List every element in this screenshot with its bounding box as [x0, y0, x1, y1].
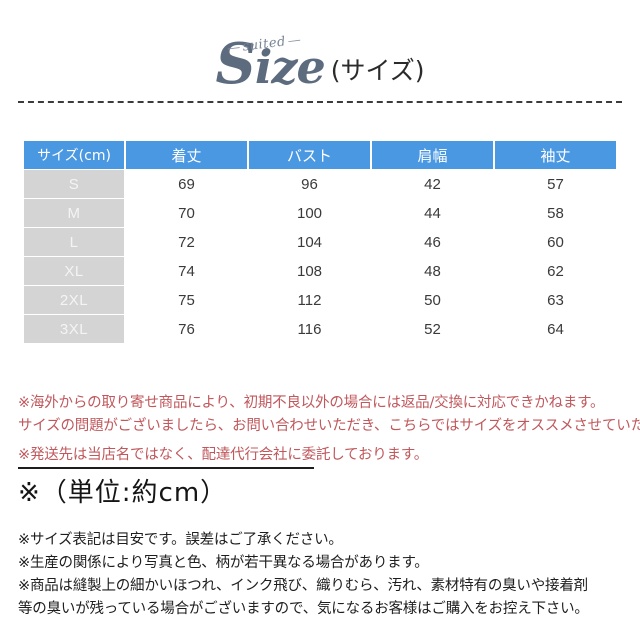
cell-length: 74 [126, 257, 247, 285]
page-title: —suited— Size (サイズ) [0, 0, 640, 92]
table-row: M 70 100 44 58 [24, 199, 616, 227]
cell-sleeve: 62 [495, 257, 616, 285]
column-header-size: サイズ(cm) [24, 141, 124, 169]
disclaimer-line-measurement: ※サイズ表記は目安です。誤差はご了承ください。 [18, 532, 343, 548]
cell-shoulder: 50 [372, 286, 493, 314]
table-row: 2XL 75 112 50 63 [24, 286, 616, 314]
cell-bust: 108 [249, 257, 370, 285]
title-size-rest: ize [254, 40, 326, 94]
size-chart-table: サイズ(cm) 着丈 バスト 肩幅 袖丈 S 69 96 42 57 M 70 … [22, 140, 618, 344]
cell-bust: 96 [249, 170, 370, 198]
cell-shoulder: 42 [372, 170, 493, 198]
column-header-bust: バスト [249, 141, 370, 169]
title-size-initial: S [215, 31, 255, 97]
title-inner: —suited— Size (サイズ) [215, 33, 425, 92]
notice-line-shipping: ※発送先は当店名ではなく、配達代行会社に委託しております。 [18, 447, 429, 463]
title-size-japanese: (サイズ) [330, 56, 425, 85]
size-label: 3XL [24, 315, 124, 343]
title-size-word: Size [215, 36, 325, 92]
notice-line-size-help: サイズの問題がございましたら、お問い合わせいただき、こちらではサイズをオススメさ… [18, 418, 640, 434]
notice-solid-divider [18, 467, 314, 469]
column-header-sleeve: 袖丈 [495, 141, 616, 169]
column-header-shoulder: 肩幅 [372, 141, 493, 169]
size-label: L [24, 228, 124, 256]
cell-sleeve: 57 [495, 170, 616, 198]
return-policy-notice: ※海外からの取り寄せ商品により、初期不良以外の場合には返品/交換に対応できかねま… [18, 392, 640, 467]
table-header-row: サイズ(cm) 着丈 バスト 肩幅 袖丈 [24, 141, 616, 169]
cell-bust: 112 [249, 286, 370, 314]
table-row: L 72 104 46 60 [24, 228, 616, 256]
size-label: 2XL [24, 286, 124, 314]
cell-length: 70 [126, 199, 247, 227]
disclaimer-notes: ※サイズ表記は目安です。誤差はご了承ください。 ※生産の関係により写真と色、柄が… [18, 529, 630, 621]
cell-bust: 116 [249, 315, 370, 343]
table-row: XL 74 108 48 62 [24, 257, 616, 285]
cell-length: 69 [126, 170, 247, 198]
cell-shoulder: 52 [372, 315, 493, 343]
disclaimer-line-color: ※生産の関係により写真と色、柄が若干異なる場合があります。 [18, 555, 429, 571]
cell-bust: 104 [249, 228, 370, 256]
cell-length: 72 [126, 228, 247, 256]
size-label: XL [24, 257, 124, 285]
table-row: 3XL 76 116 52 64 [24, 315, 616, 343]
size-chart-head: サイズ(cm) 着丈 バスト 肩幅 袖丈 [24, 141, 616, 169]
cell-bust: 100 [249, 199, 370, 227]
cell-sleeve: 63 [495, 286, 616, 314]
title-dashed-divider [18, 101, 622, 103]
cell-sleeve: 60 [495, 228, 616, 256]
cell-length: 75 [126, 286, 247, 314]
disclaimer-line-quality-1: ※商品は縫製上の細かいほつれ、インク飛び、織りむら、汚れ、素材特有の臭いや接着剤 [18, 578, 588, 594]
unit-heading: ※（単位:約cm） [18, 478, 228, 508]
size-chart-body: S 69 96 42 57 M 70 100 44 58 L 72 104 46… [24, 170, 616, 343]
cell-length: 76 [126, 315, 247, 343]
cell-shoulder: 48 [372, 257, 493, 285]
column-header-length: 着丈 [126, 141, 247, 169]
disclaimer-line-quality-2: 等の臭いが残っている場合がございますので、気になるお客様はご購入をお控え下さい。 [18, 601, 589, 617]
cell-shoulder: 46 [372, 228, 493, 256]
table-row: S 69 96 42 57 [24, 170, 616, 198]
cell-shoulder: 44 [372, 199, 493, 227]
cell-sleeve: 64 [495, 315, 616, 343]
notice-line-return: ※海外からの取り寄せ商品により、初期不良以外の場合には返品/交換に対応できかねま… [18, 395, 605, 411]
size-label: M [24, 199, 124, 227]
size-label: S [24, 170, 124, 198]
cell-sleeve: 58 [495, 199, 616, 227]
